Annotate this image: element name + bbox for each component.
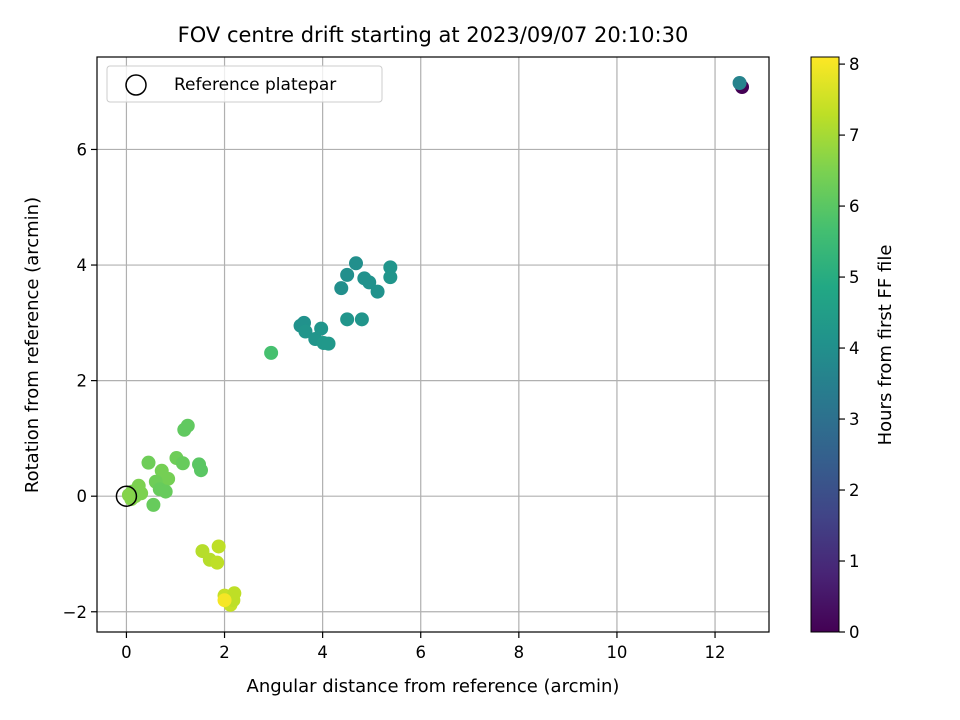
colorbar-tick-label: 8	[849, 55, 860, 74]
colorbar-gradient	[810, 56, 840, 633]
data-point	[161, 471, 176, 486]
data-point	[348, 256, 363, 271]
colorbar-tick-label: 4	[849, 339, 860, 358]
data-point	[298, 324, 313, 339]
data-point	[211, 539, 226, 554]
colorbar: 0 1 2 3 4 5 6 7 8 Hours from first FF file	[810, 55, 896, 642]
x-tick-label: 0	[121, 643, 132, 662]
y-axis-label: Rotation from reference (arcmin)	[22, 197, 43, 493]
colorbar-tick-label: 5	[849, 268, 860, 287]
data-point	[134, 486, 149, 501]
data-point	[210, 555, 225, 570]
y-axis-ticks: −2 0 2 4 6	[63, 140, 97, 622]
y-tick-label: 2	[77, 372, 88, 391]
x-tick-label: 4	[317, 643, 328, 662]
legend: Reference platepar	[106, 65, 383, 103]
colorbar-ticks: 0 1 2 3 4 5 6 7 8	[839, 55, 860, 642]
y-tick-label: 6	[77, 140, 88, 159]
legend-entry-reference: Reference platepar	[174, 75, 336, 95]
y-tick-label: 0	[77, 487, 88, 506]
colorbar-tick-label: 7	[849, 126, 860, 145]
data-points	[115, 76, 750, 612]
data-point	[146, 497, 161, 512]
chart-title: FOV centre drift starting at 2023/09/07 …	[178, 23, 689, 47]
data-point	[141, 455, 156, 470]
data-point	[354, 312, 369, 327]
x-tick-label: 10	[606, 643, 627, 662]
data-point	[175, 456, 190, 471]
data-point	[362, 275, 377, 290]
data-point	[193, 463, 208, 478]
data-point	[264, 345, 279, 360]
x-axis-label: Angular distance from reference (arcmin)	[247, 676, 620, 697]
reference-platepar-marker	[115, 485, 138, 507]
x-tick-label: 2	[219, 643, 230, 662]
x-tick-label: 12	[705, 643, 726, 662]
plot-frame	[96, 56, 770, 633]
colorbar-tick-label: 6	[849, 197, 860, 216]
legend-marker-reference	[125, 74, 147, 96]
data-point	[340, 312, 355, 327]
grid	[97, 57, 769, 632]
data-point	[383, 270, 398, 285]
colorbar-tick-label: 0	[849, 623, 860, 642]
x-tick-label: 8	[514, 643, 525, 662]
data-point	[180, 418, 195, 433]
y-tick-label: 4	[77, 256, 88, 275]
data-point	[217, 593, 232, 608]
data-point	[334, 281, 349, 296]
data-point	[314, 321, 329, 336]
y-tick-label: −2	[63, 603, 87, 622]
colorbar-tick-label: 1	[849, 552, 860, 571]
data-point	[383, 260, 398, 275]
colorbar-tick-label: 3	[849, 410, 860, 429]
data-point	[321, 336, 336, 351]
x-axis-ticks: 0 2 4 6 8 10 12	[121, 632, 726, 662]
x-tick-label: 6	[415, 643, 426, 662]
legend-box	[106, 65, 383, 103]
data-point	[732, 76, 747, 91]
data-point	[340, 267, 355, 282]
colorbar-label: Hours from first FF file	[875, 245, 896, 446]
data-point	[158, 484, 173, 499]
colorbar-tick-label: 2	[849, 481, 860, 500]
data-point	[370, 284, 385, 299]
